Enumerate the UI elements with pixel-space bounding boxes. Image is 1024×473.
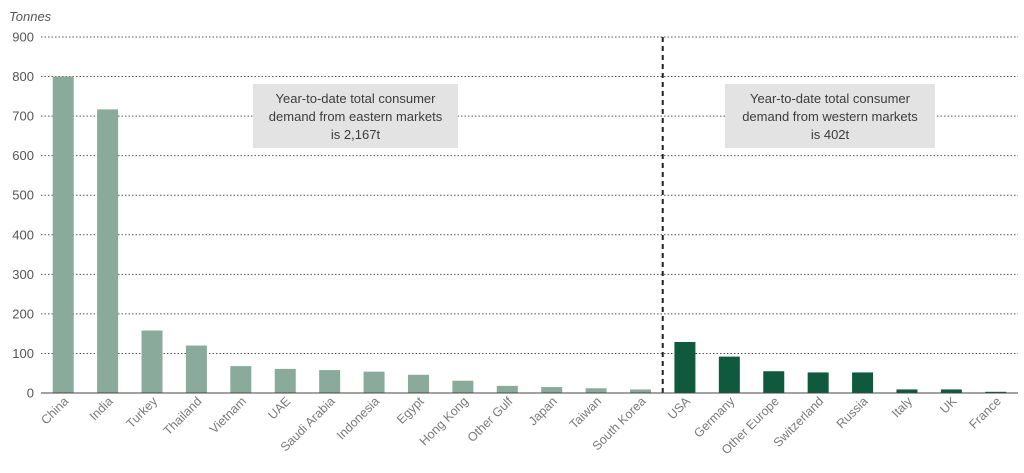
x-tick-label: UAE [265,394,293,422]
bar-india [97,109,119,394]
x-tick-label: Other Gulf [465,394,516,445]
western-markets-annotation: Year-to-date total consumer demand from … [725,84,935,148]
y-tick-label: 100 [12,346,34,361]
bar-russia [852,372,874,393]
x-tick-label: France [967,394,1004,431]
eastern-markets-annotation: Year-to-date total consumer demand from … [253,84,458,148]
bar-china [52,76,74,394]
y-tick-label: 900 [12,30,34,45]
bar-taiwan [585,388,607,393]
bar-saudi-arabia [319,370,341,393]
bar-germany [718,356,740,393]
y-tick-label: 200 [12,306,34,321]
bar-france [985,391,1007,393]
x-tick-label: Turkey [124,394,161,431]
x-tick-label: Egypt [394,394,427,427]
y-tick-label: 600 [12,148,34,163]
bar-other-gulf [496,385,518,393]
bar-switzerland [807,372,829,393]
x-tick-label: UK [937,394,960,417]
x-axis-labels: China India Turkey Thailand Vietnam UAESaudi … [38,394,1004,457]
bar-other-europe [763,371,785,393]
y-tick-label: 0 [27,386,34,401]
x-tick-label: USA [665,394,694,423]
annotation-line: demand from western markets [742,109,918,124]
annotation-line: Year-to-date total consumer [275,91,436,106]
y-tick-label: 500 [12,188,34,203]
annotation-line: Year-to-date total consumer [750,91,910,106]
bar-indonesia [363,371,385,393]
y-tick-label: 400 [12,227,34,242]
bar-usa [674,341,696,393]
y-tick-label: 300 [12,267,34,282]
annotation-line: demand from eastern markets [268,109,443,124]
x-tick-label: Taiwan [567,394,604,431]
bar-turkey [141,330,163,393]
x-tick-label: India [87,394,116,423]
x-tick-label: Hong Kong [417,394,471,448]
bars [52,76,1007,394]
y-axis-ticks: 0 100 200 300 400 500 600 700 800 900 [12,30,34,401]
x-tick-label: Italy [889,394,916,421]
bar-japan [541,387,563,393]
annotation-line: is 402t [810,127,850,142]
annotation-line: is 2,167t [330,127,381,142]
y-tick-label: 700 [12,109,34,124]
x-tick-label: Vietnam [207,394,249,436]
x-tick-label: Indonesia [334,394,382,442]
y-axis-unit-label: Tonnes [9,9,52,24]
bar-italy [896,389,918,393]
bar-hong-kong [452,380,474,393]
x-tick-label: Russia [834,394,871,431]
bar-egypt [407,374,429,393]
bar-uae [274,368,296,393]
bar-vietnam [230,366,252,393]
x-tick-label: Japan [526,394,560,428]
bar-south-korea [630,389,652,393]
x-tick-label: Germany [691,394,738,441]
y-tick-label: 800 [12,69,34,84]
bar-thailand [185,345,207,393]
x-tick-label: China [38,394,71,427]
x-tick-label: Thailand [161,394,205,438]
bar-uk [940,389,962,393]
